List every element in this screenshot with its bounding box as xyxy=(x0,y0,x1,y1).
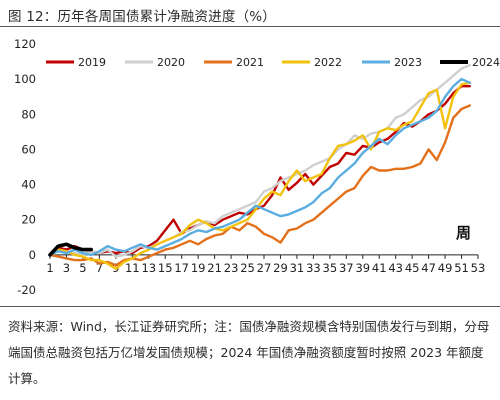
y-tick-label: 20 xyxy=(21,213,36,227)
x-tick-label: 5 xyxy=(79,261,86,275)
series-lines xyxy=(48,63,471,271)
x-tick-label: 47 xyxy=(421,261,436,275)
x-tick-label: 35 xyxy=(323,261,338,275)
legend: 2019 2020 2021 2022 2023 2024 xyxy=(46,56,500,69)
x-tick-label: 33 xyxy=(306,261,321,275)
x-tick-label: 17 xyxy=(174,261,189,275)
x-tick-label: 29 xyxy=(273,261,288,275)
bottom-rule xyxy=(0,306,500,307)
x-tick-label: 25 xyxy=(240,261,255,275)
y-tick-label: 40 xyxy=(21,178,36,192)
y-tick-label: 0 xyxy=(29,248,36,262)
y-tick-label: 80 xyxy=(21,107,36,121)
y-tick-label: 120 xyxy=(14,37,36,51)
legend-label-2020: 2020 xyxy=(157,56,185,69)
x-tick-label: 51 xyxy=(454,261,469,275)
x-tick-label: 49 xyxy=(438,261,453,275)
series-line-2020 xyxy=(48,63,471,258)
y-axis: -20 0 20 40 60 80 100 120 xyxy=(14,37,36,297)
y-tick-label: -20 xyxy=(17,283,36,297)
x-tick-label: 21 xyxy=(207,261,222,275)
series-line-2024 xyxy=(48,242,93,257)
x-tick-label: 1 xyxy=(46,261,53,275)
x-tick-label: 23 xyxy=(224,261,239,275)
series-line-2022 xyxy=(48,81,471,271)
legend-label-2022: 2022 xyxy=(314,56,342,69)
x-tick-label: 31 xyxy=(290,261,305,275)
legend-label-2024: 2024 xyxy=(472,56,500,69)
series-line-2023 xyxy=(48,77,471,257)
x-tick-label: 45 xyxy=(405,261,420,275)
x-tick-label: 7 xyxy=(96,261,103,275)
x-tick-label: 43 xyxy=(388,261,403,275)
x-tick-label: 27 xyxy=(257,261,272,275)
figure-title: 图 12：历年各周国债累计净融资进度（%） xyxy=(8,9,276,25)
y-tick-label: 60 xyxy=(21,142,36,156)
legend-label-2023: 2023 xyxy=(394,56,422,69)
x-axis-unit-label: 周 xyxy=(456,224,471,242)
x-tick-label: 41 xyxy=(372,261,387,275)
top-rule xyxy=(0,26,500,27)
y-tick-label: 100 xyxy=(14,72,36,86)
x-tick-label: 39 xyxy=(355,261,370,275)
x-tick-label: 15 xyxy=(158,261,173,275)
x-tick-label: 13 xyxy=(141,261,156,275)
legend-label-2021: 2021 xyxy=(236,56,264,69)
legend-label-2019: 2019 xyxy=(78,56,106,69)
x-tick-label: 37 xyxy=(339,261,354,275)
source-note: 资料来源：Wind，长江证券研究所；注：国债净融资规模含特别国债发行与到期，分母… xyxy=(8,319,490,386)
x-tick-label: 11 xyxy=(125,261,140,275)
x-axis: 1 3 5 7 9 11 13 15 17 19 21 23 25 27 29 31 33 35 37 39 41 43 4… xyxy=(46,254,486,275)
series-line-2021 xyxy=(48,104,471,267)
x-tick-label: 3 xyxy=(63,261,70,275)
x-tick-label: 53 xyxy=(471,261,486,275)
x-tick-label: 19 xyxy=(191,261,206,275)
